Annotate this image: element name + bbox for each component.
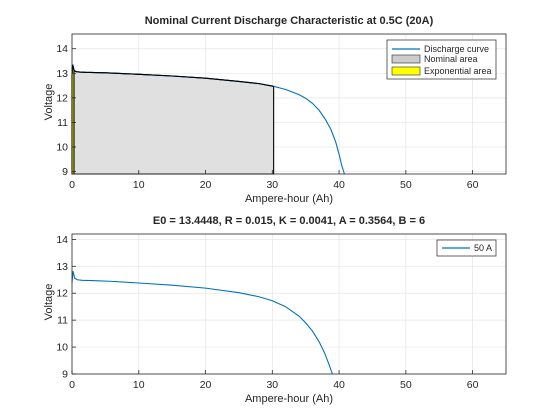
x-tick-label: 20 [200, 379, 212, 391]
chart-2-frame [71, 233, 507, 375]
x-tick-label: 0 [69, 179, 75, 191]
legend-entry-nominal-area: Nominal area [424, 54, 478, 64]
x-tick-label: 60 [467, 179, 479, 191]
y-tick-label: 10 [56, 141, 68, 153]
chart-1-frame [71, 33, 507, 175]
x-tick-label: 10 [133, 379, 145, 391]
y-tick-label: 14 [56, 43, 68, 55]
chart-2-curve-50a [71, 271, 333, 375]
y-tick-label: 13 [56, 68, 68, 80]
chart-1-title: Nominal Current Discharge Characteristic… [145, 15, 434, 27]
x-tick-label: 20 [200, 179, 212, 191]
y-tick-label: 9 [62, 369, 68, 381]
chart-1-nominal-area-edge [71, 64, 274, 87]
x-tick-label: 50 [400, 179, 412, 191]
legend-entry-50a: 50 A [474, 243, 492, 253]
x-tick-label: 0 [69, 379, 75, 391]
y-tick-label: 9 [62, 166, 68, 178]
chart-1: Nominal Current Discharge Characteristic… [43, 15, 507, 205]
chart-1-nominal-area [71, 64, 275, 175]
x-tick-label: 30 [266, 379, 278, 391]
chart-1-ylabel: Voltage [43, 84, 55, 121]
y-tick-label: 12 [56, 92, 68, 104]
x-tick-label: 10 [133, 179, 145, 191]
x-tick-label: 30 [266, 179, 278, 191]
x-tick-label: 40 [333, 179, 345, 191]
chart-1-xlabel: Ampere-hour (Ah) [245, 193, 333, 205]
y-tick-label: 13 [56, 261, 68, 273]
chart-2-xlabel: Ampere-hour (Ah) [245, 393, 333, 405]
chart-2-legend: 50 A [436, 239, 497, 257]
x-tick-label: 40 [333, 379, 345, 391]
x-tick-label: 60 [467, 379, 479, 391]
y-tick-label: 14 [56, 234, 68, 246]
chart-2-title: E0 = 13.4448, R = 0.015, K = 0.0041, A =… [153, 215, 425, 227]
legend-entry-discharge-curve: Discharge curve [424, 44, 489, 54]
chart-2: E0 = 13.4448, R = 0.015, K = 0.0041, A =… [43, 215, 507, 405]
x-tick-label: 50 [400, 379, 412, 391]
y-tick-label: 12 [56, 288, 68, 300]
legend-entry-exponential-area: Exponential area [424, 66, 492, 76]
legend-swatch-nominal-area [391, 54, 421, 64]
chart-2-ylabel: Voltage [43, 284, 55, 321]
chart-1-legend: Discharge curve Nominal area Exponential… [386, 39, 497, 80]
legend-swatch-exponential-area [391, 66, 421, 76]
y-tick-label: 11 [57, 117, 68, 129]
y-tick-label: 10 [56, 342, 68, 354]
y-tick-label: 11 [57, 315, 68, 327]
